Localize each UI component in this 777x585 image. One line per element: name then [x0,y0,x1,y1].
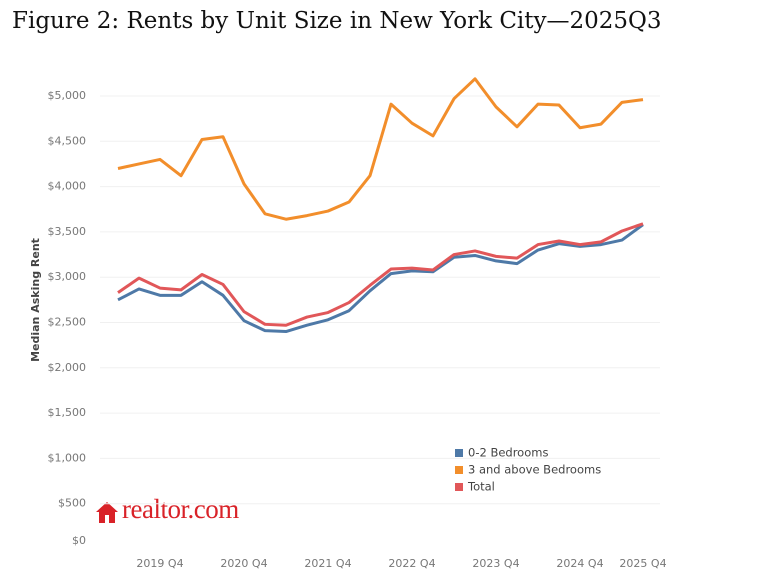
y-tick-label: $2,500 [48,316,87,329]
x-tick-label: 2024 Q4 [556,557,603,570]
y-tick-label: $4,000 [48,180,87,193]
x-tick-label: 2021 Q4 [304,557,351,570]
x-tick-label: 2020 Q4 [220,557,267,570]
legend-swatch [455,483,463,491]
x-tick-label: 2023 Q4 [472,557,519,570]
y-tick-label: $1,500 [48,406,87,419]
line-series [117,222,644,327]
y-tick-label: $4,500 [48,134,87,147]
logo-icon [96,502,118,523]
line-series [117,223,644,334]
y-tick-label: $500 [58,497,86,510]
legend-swatch [455,466,463,474]
y-axis-label: Median Asking Rent [29,238,42,362]
y-tick-label: $3,500 [48,225,87,238]
line-series [117,77,644,221]
x-tick-label: 2025 Q4 [619,557,666,570]
y-tick-label: $3,000 [48,270,87,283]
legend-label: Total [467,480,495,494]
y-tick-label: $1,000 [48,451,87,464]
legend-label: 0-2 Bedrooms [468,446,548,460]
chart-title: Figure 2: Rents by Unit Size in New York… [12,8,662,34]
y-tick-label: $0 [72,534,86,547]
y-tick-label: $2,000 [48,361,87,374]
y-tick-label: $5,000 [48,89,87,102]
legend-swatch [455,449,463,457]
x-tick-label: 2022 Q4 [388,557,435,570]
legend-label: 3 and above Bedrooms [468,463,601,477]
x-tick-label: 2019 Q4 [136,557,183,570]
logo: realtor.com [122,494,239,524]
